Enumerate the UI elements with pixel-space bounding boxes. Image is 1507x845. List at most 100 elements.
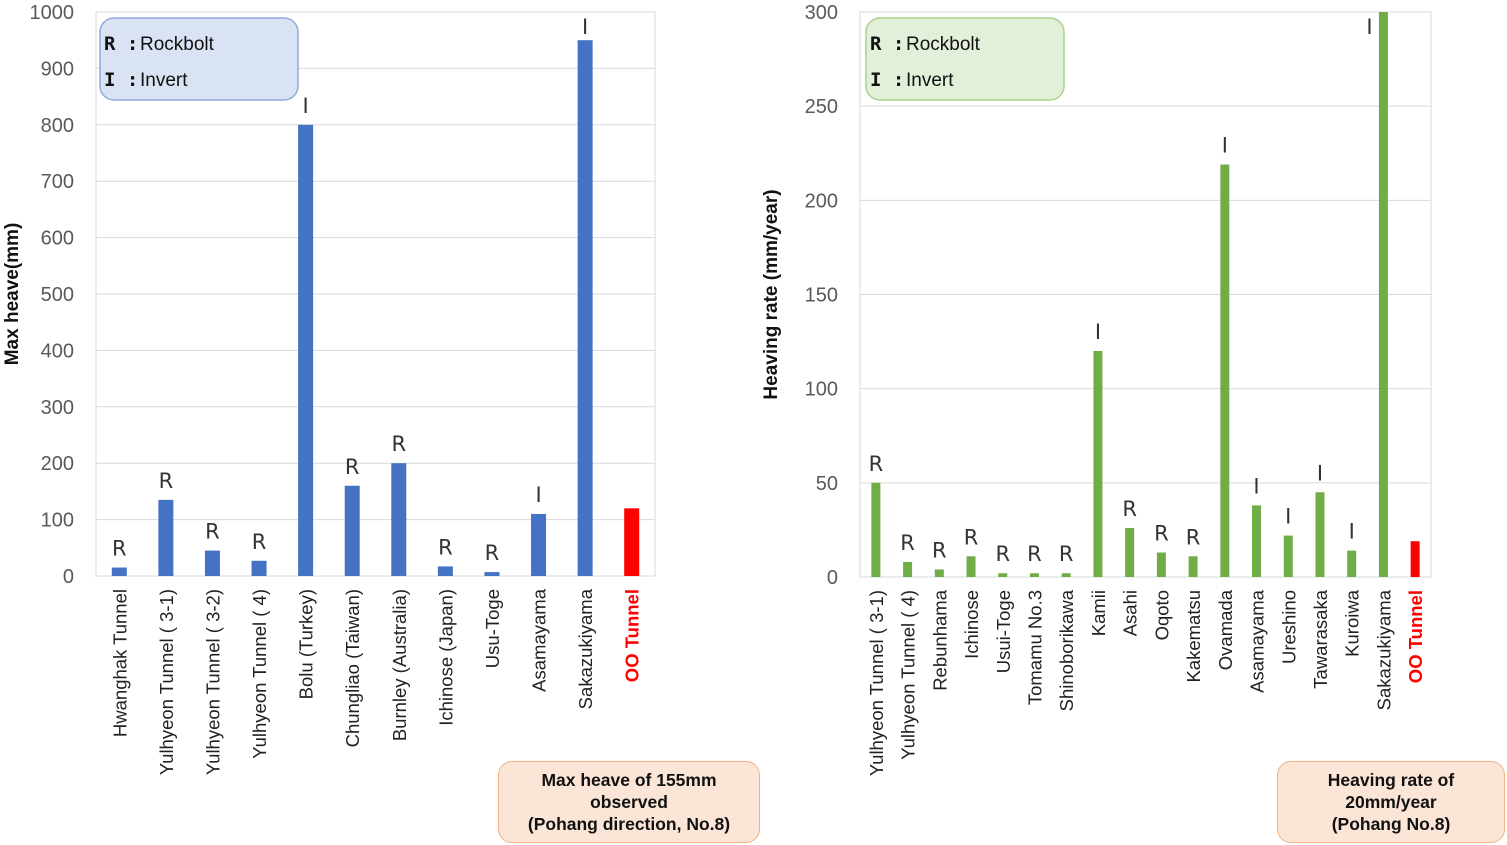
right-bar xyxy=(871,482,881,577)
left-category-label: OO Tunnel xyxy=(622,589,643,682)
right-category-label: Kuroiwa xyxy=(1342,589,1363,657)
left-bar-marker: R xyxy=(159,469,174,493)
right-bar-marker: I xyxy=(1349,520,1355,544)
left-note-line-3: (Pohang direction, No.8) xyxy=(527,814,731,834)
right-category-label: Oqoto xyxy=(1151,590,1172,640)
left-bar xyxy=(251,560,267,576)
right-category-label: Kakematsu xyxy=(1183,590,1204,683)
left-plot-frame xyxy=(95,11,656,577)
left-note-line-2: observed xyxy=(590,792,668,812)
left-note-line-1: Max heave of 155mm xyxy=(541,770,717,790)
right-category-label: Shinoborikawa xyxy=(1056,589,1077,711)
right-legend-label: Rockbolt xyxy=(906,34,981,55)
right-y-tick-label: 100 xyxy=(805,379,838,401)
right-category-label: Asamayama xyxy=(1247,589,1268,693)
right-bar-marker: R xyxy=(869,452,884,476)
left-bar xyxy=(111,567,127,576)
left-category-label: Yulhyeon Tunnel ( 3-1) xyxy=(156,589,177,775)
left-bar xyxy=(298,124,314,577)
right-category-label: Ureshino xyxy=(1278,590,1299,664)
left-bar xyxy=(484,572,500,576)
right-category-label: Asahi xyxy=(1120,590,1141,636)
right-bar xyxy=(966,556,976,577)
right-category-label: OO Tunnel xyxy=(1405,590,1426,683)
left-bar xyxy=(158,499,174,576)
right-y-tick-label: 0 xyxy=(827,567,838,589)
left-y-tick-label: 100 xyxy=(41,510,74,532)
left-y-tick-label: 600 xyxy=(41,228,74,250)
right-category-label: Tomamu No.3 xyxy=(1024,590,1045,705)
right-bar-marker: R xyxy=(995,542,1010,566)
left-bar-marker: R xyxy=(205,520,220,544)
left-bar-marker: I xyxy=(582,15,588,39)
right-bar-marker: R xyxy=(1186,525,1201,549)
right-note-line-2: 20mm/year xyxy=(1345,792,1437,812)
right-bar xyxy=(1156,552,1166,577)
left-category-label: Yulhyeon Tunnel ( 4) xyxy=(249,589,270,759)
right-note-line-1: Heaving rate of xyxy=(1327,770,1455,790)
left-chart-note: Max heave of 155mm observed (Pohang dire… xyxy=(498,761,760,843)
right-y-tick-label: 50 xyxy=(816,473,838,495)
right-chart-note: Heaving rate of 20mm/year (Pohang No.8) xyxy=(1277,761,1505,843)
left-legend-box xyxy=(99,17,299,101)
left-y-tick-label: 700 xyxy=(41,171,74,193)
left-bar-marker: R xyxy=(112,537,127,561)
right-legend-label: Invert xyxy=(906,70,954,91)
right-category-label: Sakazukiyama xyxy=(1373,589,1394,710)
left-category-label: Yulhyeon Tunnel ( 3-2) xyxy=(202,589,223,775)
left-bar xyxy=(577,40,593,576)
left-bar-marker: R xyxy=(345,455,360,479)
right-y-tick-label: 300 xyxy=(805,2,838,24)
right-bar-marker: R xyxy=(1059,542,1074,566)
left-bar-marker: I xyxy=(535,483,541,507)
left-legend-key: R : xyxy=(104,33,138,55)
right-bar-marker: R xyxy=(932,538,947,562)
right-legend-key: I : xyxy=(870,69,904,91)
right-bar-marker: I xyxy=(1253,474,1259,498)
left-bar xyxy=(344,485,360,576)
left-bar xyxy=(391,463,407,576)
right-bar-marker: I xyxy=(1222,134,1228,158)
left-legend-key: I : xyxy=(104,69,138,91)
left-bar xyxy=(531,513,547,576)
right-category-label: Usui-Toge xyxy=(993,590,1014,673)
right-bar-marker: I xyxy=(1095,320,1101,344)
right-bar xyxy=(1029,573,1039,577)
left-bar-marker: R xyxy=(391,432,406,456)
left-y-tick-label: 200 xyxy=(41,453,74,475)
right-bar xyxy=(1315,492,1325,577)
right-bar xyxy=(1252,505,1262,577)
left-bar-marker: I xyxy=(303,94,309,118)
left-legend-label: Rockbolt xyxy=(140,34,215,55)
left-category-label: Bolu (Turkey) xyxy=(296,589,317,699)
left-category-label: Asamayama xyxy=(529,588,550,692)
left-category-label: Burnley (Australia) xyxy=(389,589,410,741)
left-y-tick-label: 500 xyxy=(41,284,74,306)
right-bar xyxy=(1410,541,1420,577)
right-bar-marker: R xyxy=(1122,497,1137,521)
right-bar xyxy=(1093,351,1103,577)
right-bar xyxy=(934,569,944,577)
right-y-axis-title: Heaving rate (mm/year) xyxy=(761,189,782,399)
left-bar xyxy=(437,566,453,576)
right-bar xyxy=(1061,573,1071,577)
right-note-line-3: (Pohang No.8) xyxy=(1331,814,1451,834)
left-y-tick-label: 0 xyxy=(63,566,74,588)
right-y-tick-label: 150 xyxy=(805,285,838,307)
right-plot-frame xyxy=(859,11,1432,578)
left-bar-marker: R xyxy=(438,535,453,559)
right-bar xyxy=(1188,556,1198,577)
right-bar xyxy=(1283,535,1293,577)
left-y-tick-label: 300 xyxy=(41,397,74,419)
right-bar-marker: I xyxy=(1366,15,1372,39)
right-bar-marker: I xyxy=(1285,505,1291,529)
left-category-label: Usu-Toge xyxy=(482,589,503,668)
right-bar xyxy=(1347,550,1357,577)
left-bar-marker: R xyxy=(252,530,267,554)
right-category-label: Kamii xyxy=(1088,590,1109,636)
right-category-label: Tawarasaka xyxy=(1310,589,1331,688)
right-legend-key: R : xyxy=(870,33,904,55)
left-bar-marker: R xyxy=(485,541,500,565)
right-bar xyxy=(998,573,1008,577)
